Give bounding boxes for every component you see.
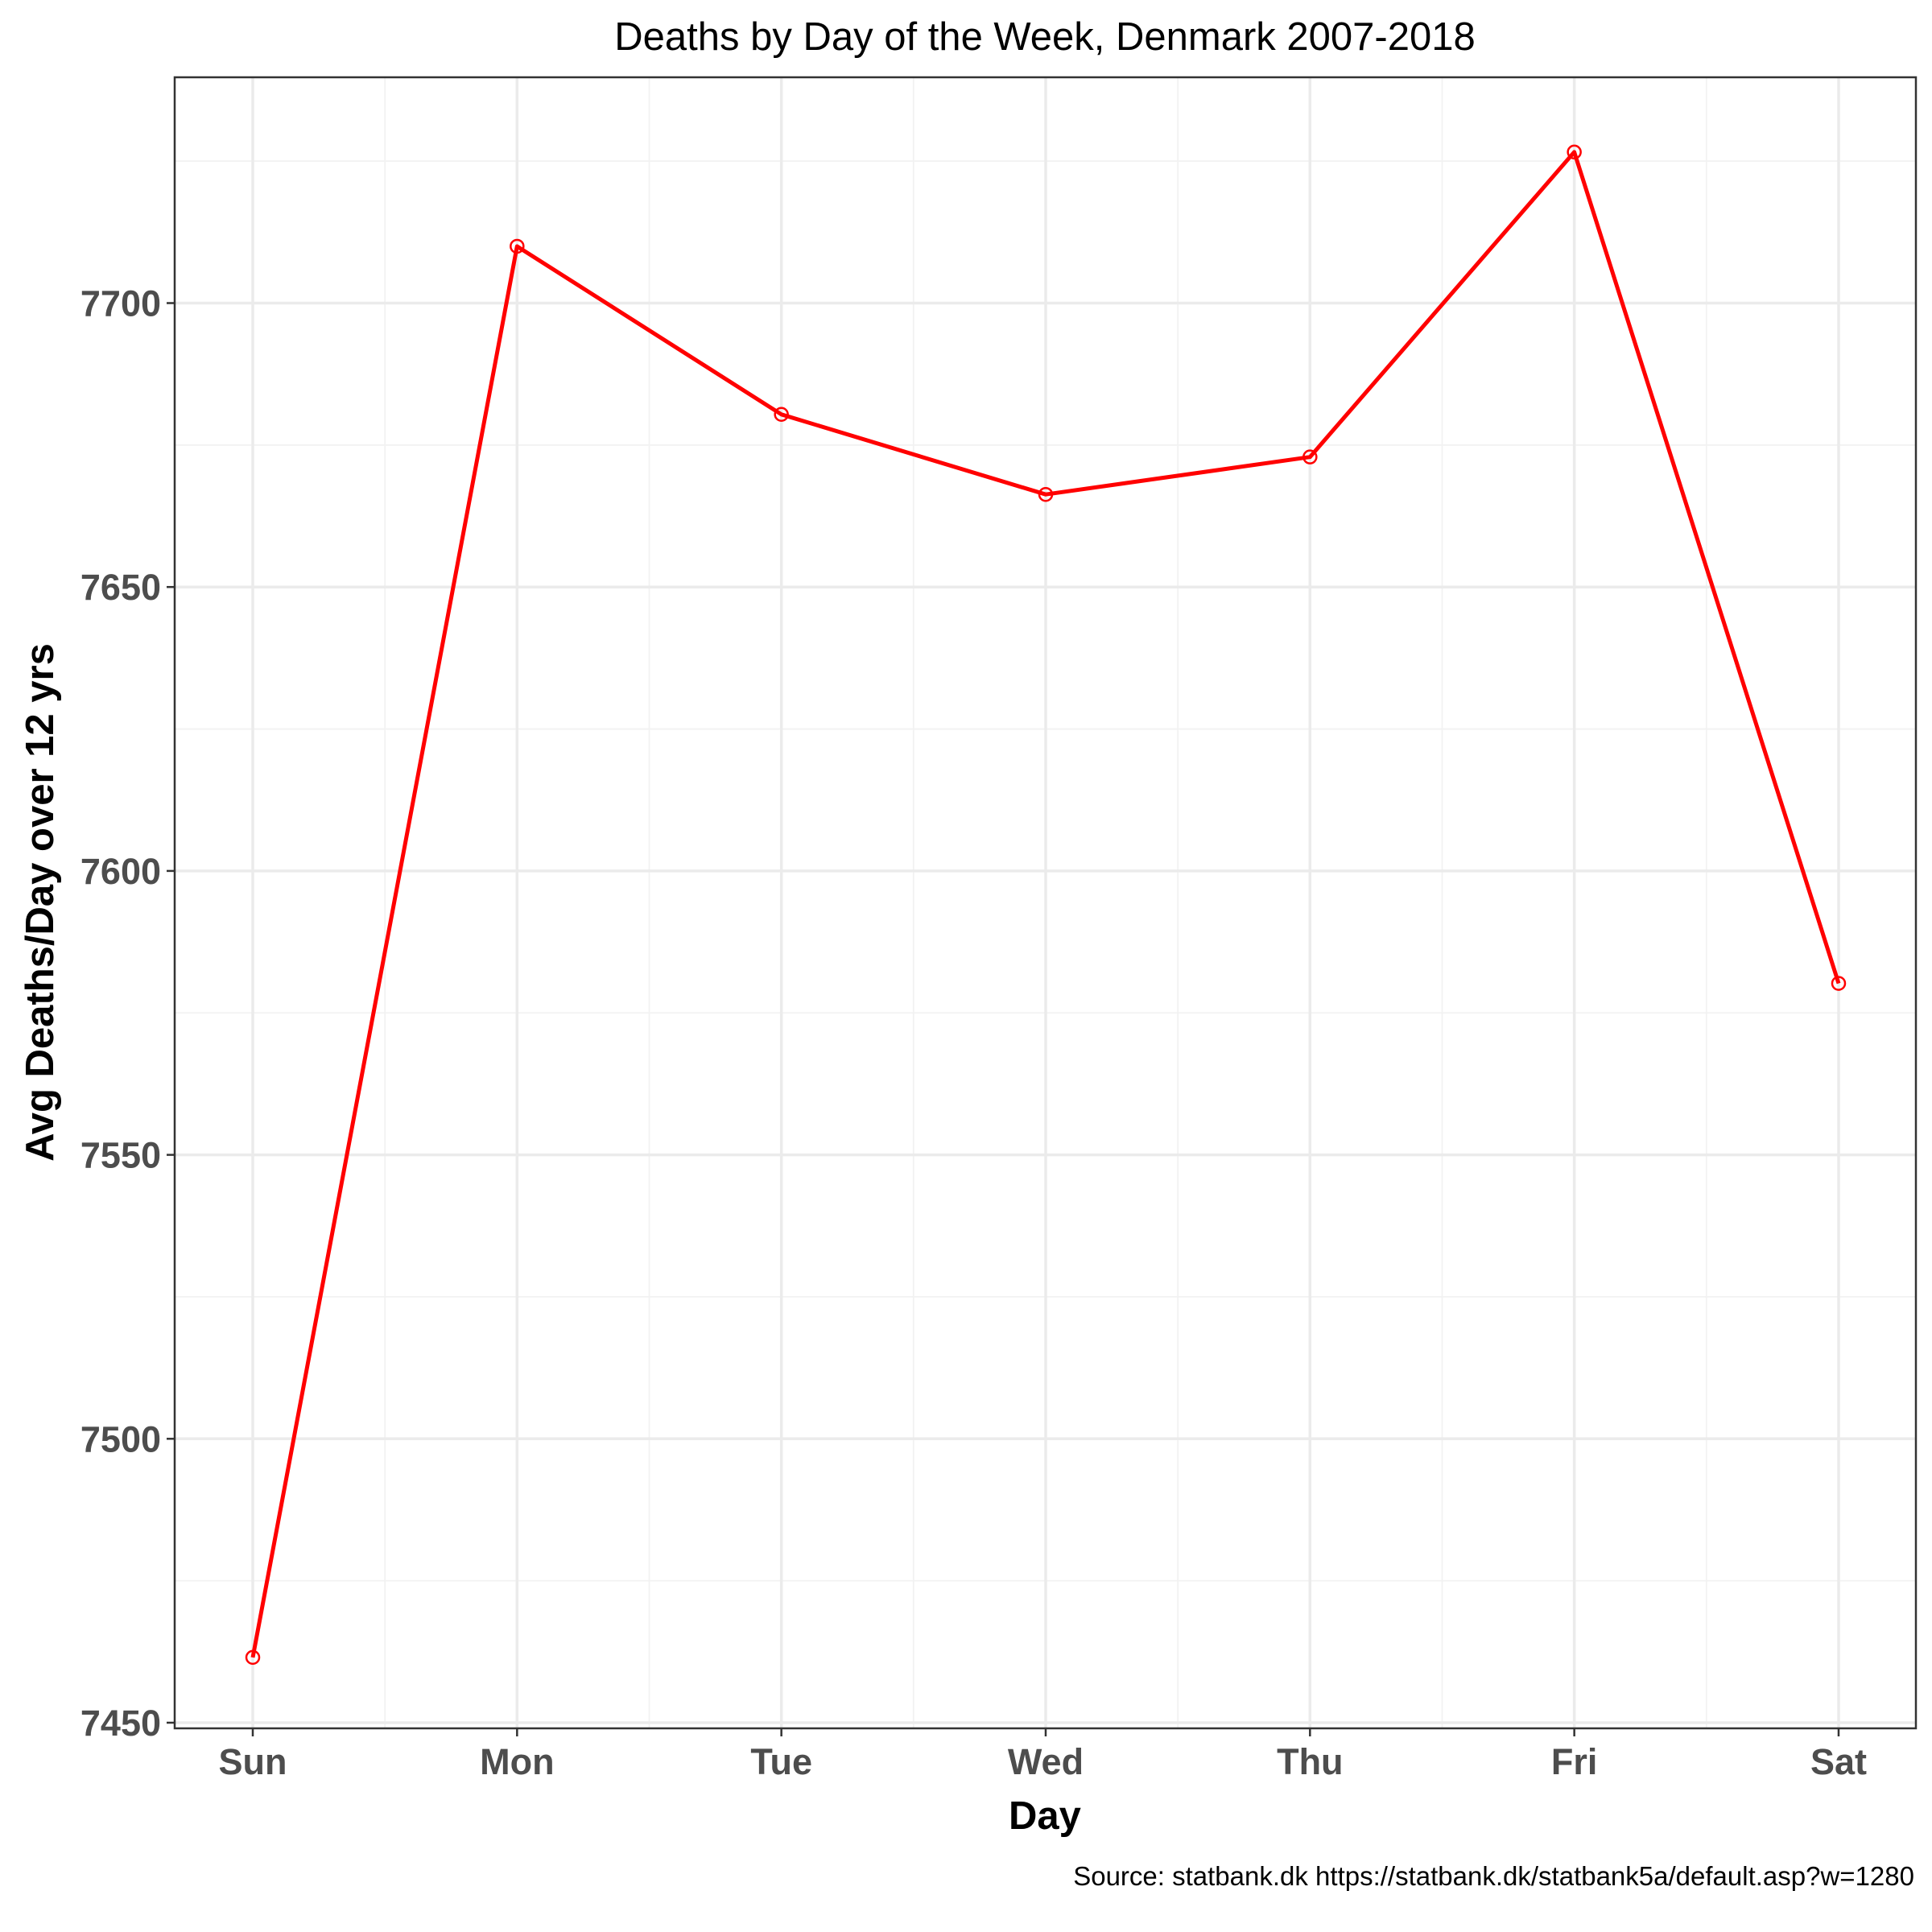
data-point (245, 1649, 261, 1666)
data-point (1038, 486, 1054, 502)
y-axis-title: Avg Deaths/Day over 12 yrs (19, 643, 62, 1162)
x-axis: Sun Mon Tue Wed Thu Fri Sat (219, 1728, 1867, 1782)
y-axis: 7450 7500 7550 7600 7650 7700 (80, 283, 175, 1744)
x-axis-title: Day (1009, 1794, 1081, 1838)
x-tick-label: Sat (1810, 1741, 1867, 1782)
x-tick-label: Fri (1551, 1741, 1598, 1782)
y-tick-label: 7450 (80, 1703, 161, 1744)
source-caption: Source: statbank.dk https://statbank.dk/… (1073, 1861, 1914, 1891)
x-tick-label: Sun (219, 1741, 287, 1782)
y-tick-label: 7500 (80, 1418, 161, 1459)
data-point (1831, 976, 1847, 991)
data-point (1302, 449, 1318, 464)
y-tick-label: 7600 (80, 851, 161, 892)
y-tick-label: 7650 (80, 567, 161, 608)
y-tick-label: 7700 (80, 283, 161, 324)
x-tick-label: Wed (1008, 1741, 1084, 1782)
data-point (510, 238, 525, 254)
panel-border (173, 76, 1918, 1730)
x-tick-label: Mon (480, 1741, 554, 1782)
x-tick-label: Thu (1277, 1741, 1343, 1782)
chart-title: Deaths by Day of the Week, Denmark 2007-… (614, 15, 1476, 59)
data-point (774, 407, 789, 423)
series-line (250, 150, 1841, 1658)
series-deaths (245, 144, 1847, 1666)
y-tick-label: 7550 (80, 1135, 161, 1176)
data-point (1567, 144, 1582, 160)
x-tick-label: Tue (750, 1741, 812, 1782)
grid-lines (175, 77, 1916, 1728)
